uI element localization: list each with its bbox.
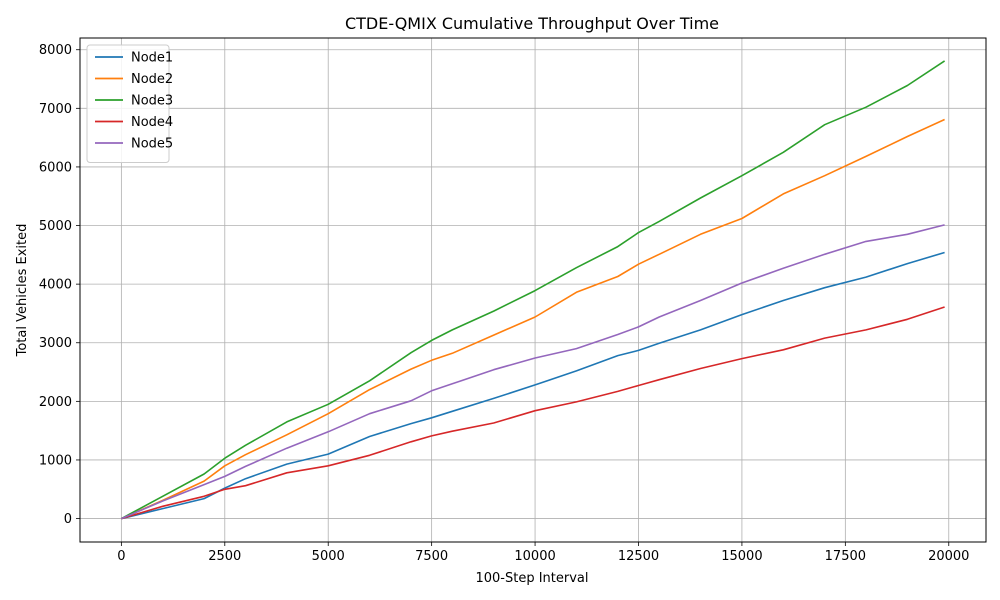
legend-label: Node1 xyxy=(131,51,173,66)
y-tick-label: 8000 xyxy=(39,43,72,58)
y-tick-label: 6000 xyxy=(39,160,72,175)
series-line-node2 xyxy=(121,118,945,520)
series-lines xyxy=(121,60,946,520)
x-tick-label: 12500 xyxy=(618,549,659,564)
legend-box xyxy=(86,44,170,163)
grid xyxy=(80,38,986,542)
chart-title: CTDE-QMIX Cumulative Throughput Over Tim… xyxy=(345,14,719,33)
y-tick-label: 3000 xyxy=(39,336,72,351)
series-line-node3 xyxy=(121,60,946,520)
legend-label: Node4 xyxy=(131,115,173,130)
plot-area-frame xyxy=(79,37,987,543)
legend-label: Node2 xyxy=(131,72,173,87)
x-tick-label: 5000 xyxy=(312,549,345,564)
y-tick-label: 2000 xyxy=(39,395,72,410)
y-tick-label: 4000 xyxy=(39,278,72,293)
legend-label: Node3 xyxy=(131,94,173,109)
legend-label: Node5 xyxy=(131,137,173,152)
series-line-node5 xyxy=(121,224,945,520)
x-axis-label: 100-Step Interval xyxy=(475,571,588,586)
y-tick-label: 1000 xyxy=(39,453,72,468)
x-tick-label: 15000 xyxy=(721,549,762,564)
x-tick-label: 7500 xyxy=(415,549,448,564)
x-tick-label: 20000 xyxy=(928,549,969,564)
y-axis-label: Total Vehicles Exited xyxy=(15,224,30,358)
y-tick-label: 0 xyxy=(64,512,72,527)
y-tick-label: 5000 xyxy=(39,219,72,234)
series-line-node4 xyxy=(121,306,945,520)
legend: Node1 Node2 Node3 Node4 Node5 xyxy=(86,44,173,163)
x-tick-label: 17500 xyxy=(825,549,866,564)
x-tick-label: 10000 xyxy=(514,549,555,564)
axis-ticks: 0 2500 5000 7500 10000 12500 15000 17500 20000 0 1… xyxy=(39,43,970,564)
series-line-node1 xyxy=(121,251,945,520)
y-tick-label: 7000 xyxy=(39,102,72,117)
x-tick-label: 0 xyxy=(117,549,125,564)
x-tick-label: 2500 xyxy=(208,549,241,564)
